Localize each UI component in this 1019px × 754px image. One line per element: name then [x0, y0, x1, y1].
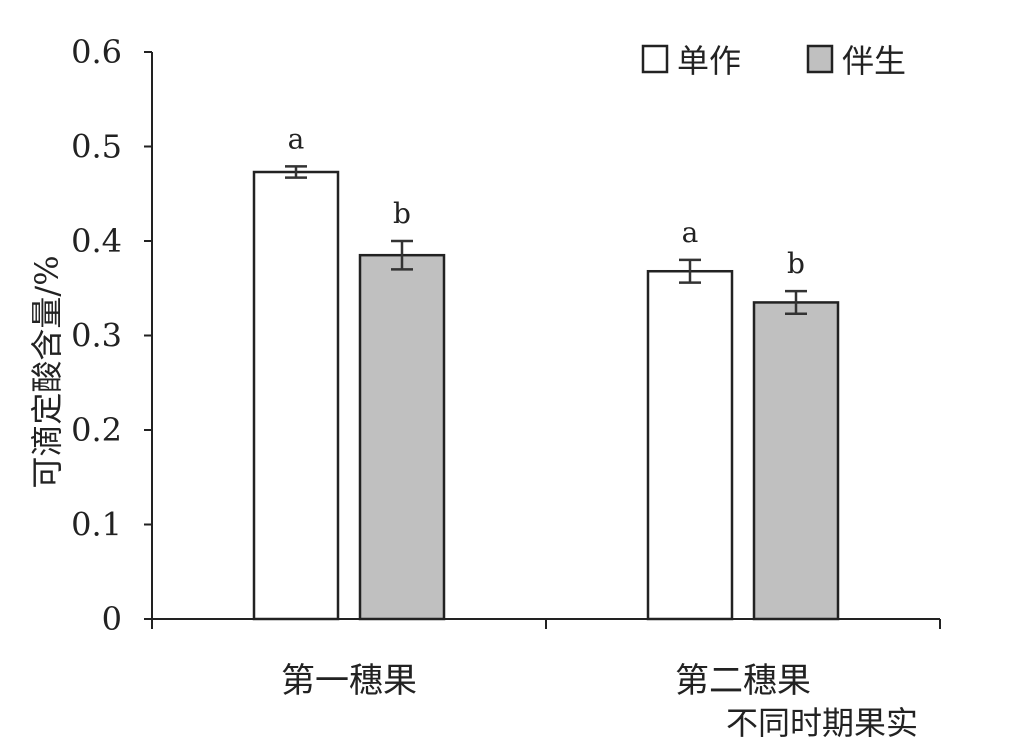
y-tick-label: 0.3 [71, 317, 122, 355]
y-tick-label: 0.6 [71, 33, 122, 71]
significance-label: b [393, 197, 411, 230]
significance-label: a [682, 216, 699, 249]
bar [646, 269, 734, 621]
x-category-label: 第一穗果 [281, 661, 417, 701]
x-axis: 第一穗果 第二穗果 [151, 618, 941, 701]
bar [252, 170, 340, 621]
bars: a b a b [252, 122, 840, 621]
y-axis: 0 0.1 0.2 0.3 0.4 0.5 0.6 [71, 33, 153, 638]
y-tick-label: 0.2 [71, 411, 122, 449]
x-category-label: 第二穗果 [675, 661, 811, 701]
y-axis-title: 可滴定酸含量/% [28, 255, 66, 488]
legend: 单作 伴生 [641, 42, 906, 80]
legend-label: 单作 [677, 42, 741, 80]
y-tick-label: 0.4 [71, 222, 122, 260]
bar [752, 301, 840, 621]
y-tick-label: 0.5 [71, 128, 122, 166]
legend-swatch [806, 44, 834, 74]
x-axis-title: 不同时期果实 [726, 704, 918, 742]
significance-label: b [787, 247, 805, 280]
bar [358, 253, 446, 621]
y-tick-label: 0 [102, 600, 122, 638]
legend-swatch [641, 44, 669, 74]
significance-label: a [288, 122, 305, 155]
legend-label: 伴生 [842, 42, 906, 80]
y-tick-label: 0.1 [71, 506, 122, 544]
